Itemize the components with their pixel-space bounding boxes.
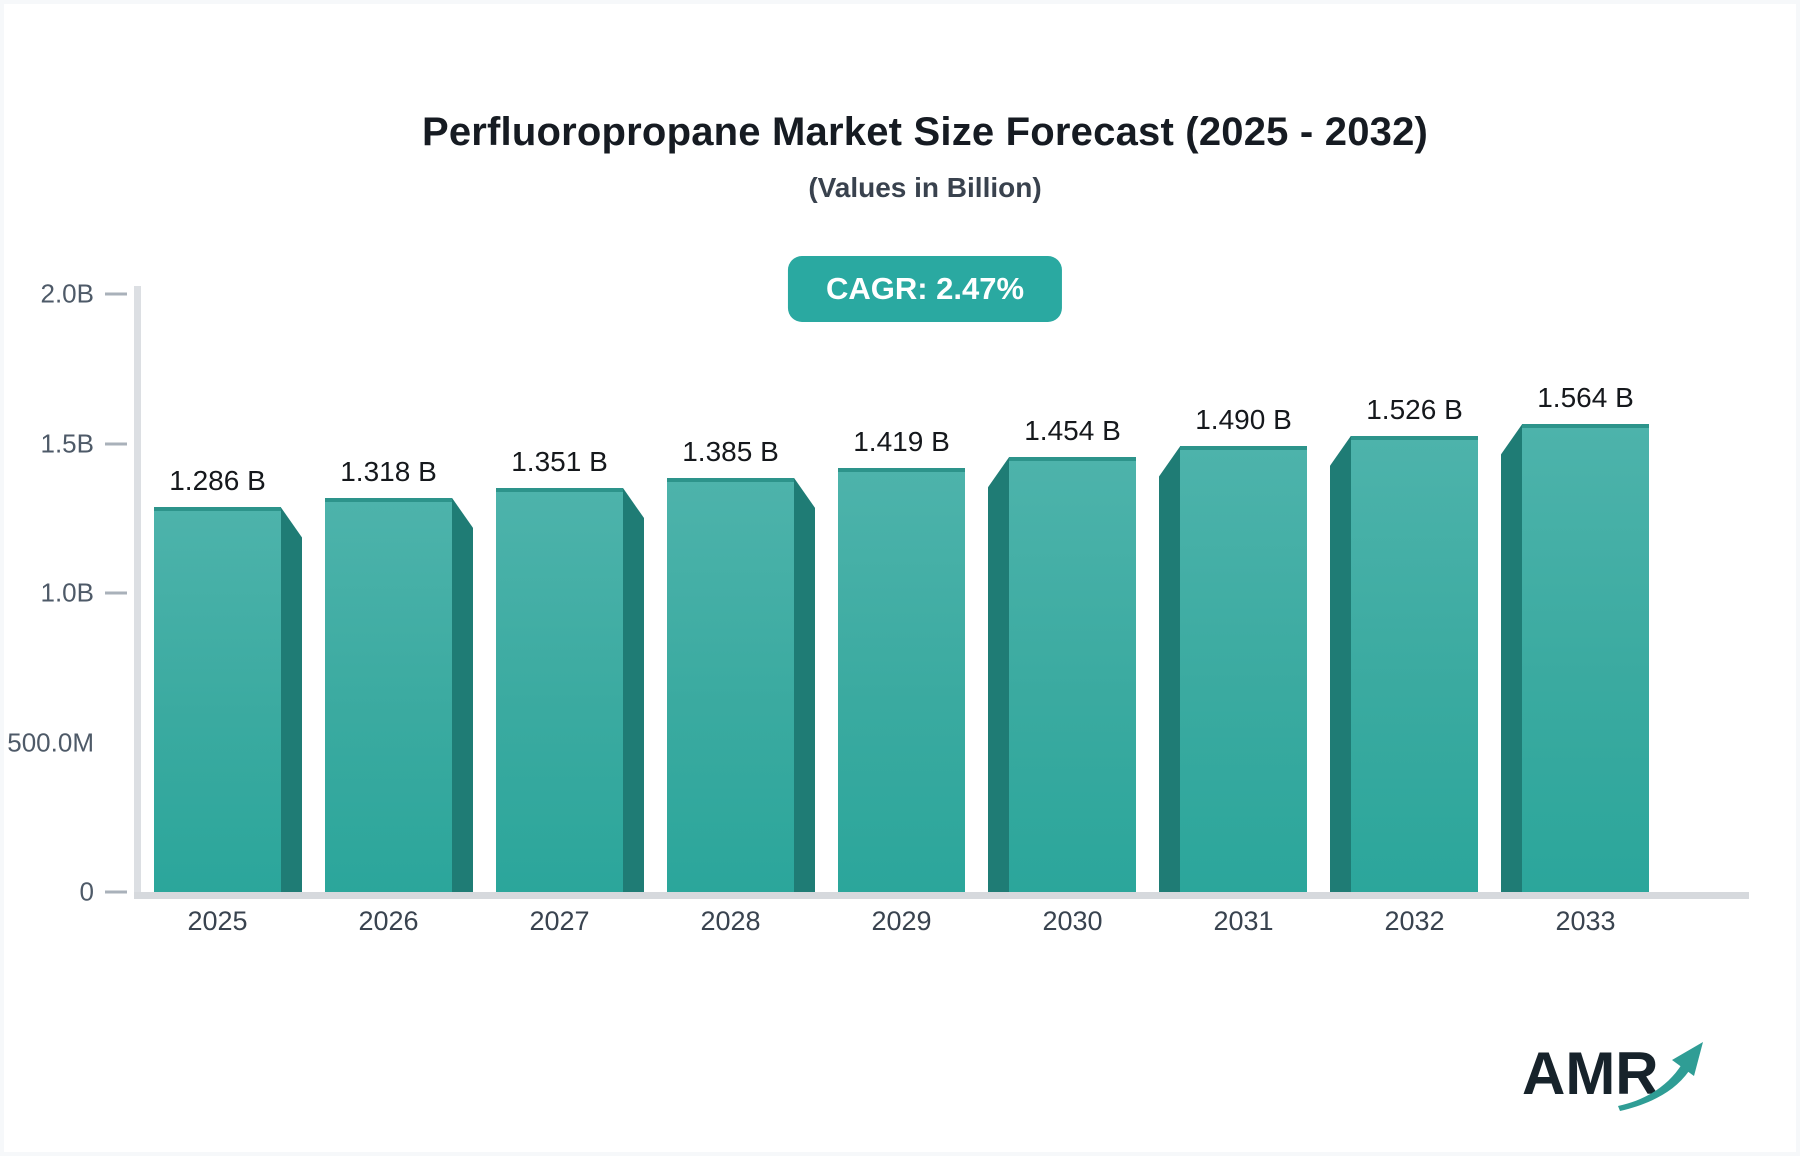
bar-side-face bbox=[988, 457, 1009, 892]
y-axis-tick-mark bbox=[105, 591, 127, 595]
amr-logo: AMR bbox=[1522, 1030, 1722, 1116]
x-axis-category-label: 2026 bbox=[358, 906, 419, 936]
y-axis-tick-label: 1.0B bbox=[40, 577, 95, 608]
bar-side-face bbox=[794, 477, 815, 892]
y-axis-tick-label: 0 bbox=[79, 876, 94, 907]
bar-2033 bbox=[1522, 424, 1649, 892]
x-axis-category-label: 2032 bbox=[1384, 906, 1445, 936]
bar-value-label: 1.419 B bbox=[853, 425, 950, 457]
x-axis-category-label: 2027 bbox=[529, 906, 590, 936]
y-axis-tick-mark bbox=[105, 890, 127, 894]
y-axis-tick-mark bbox=[105, 442, 127, 445]
bar-value-label: 1.318 B bbox=[340, 455, 437, 487]
bar-side-face bbox=[1159, 446, 1180, 892]
bar-value-label: 1.385 B bbox=[682, 435, 779, 467]
amr-logo-text: AMR bbox=[1522, 1040, 1659, 1107]
x-axis-category-label: 2028 bbox=[700, 906, 761, 936]
chart-title: Perfluoropropane Market Size Forecast (2… bbox=[421, 110, 1429, 154]
bar-value-label: 1.454 B bbox=[1024, 415, 1121, 447]
y-axis-tick-mark bbox=[105, 292, 127, 296]
y-axis-tick-label: 500.0M bbox=[7, 727, 94, 757]
cagr-badge: CAGR: 2.47% bbox=[787, 256, 1063, 322]
x-axis-baseline bbox=[134, 892, 1749, 899]
y-axis-tick-label: 2.0B bbox=[40, 278, 95, 309]
growth-arrow-icon bbox=[1618, 1042, 1703, 1111]
x-axis-category-label: 2029 bbox=[871, 906, 932, 936]
bar-2026 bbox=[325, 497, 452, 892]
bar-side-face bbox=[1501, 424, 1522, 892]
bar-value-label: 1.286 B bbox=[169, 465, 266, 497]
x-axis-category-label: 2033 bbox=[1555, 906, 1616, 936]
bar-side-face bbox=[281, 507, 302, 892]
amr-logo-graphic: AMR bbox=[1522, 1040, 1703, 1111]
bar-2025 bbox=[154, 507, 281, 892]
bar-side-face bbox=[452, 497, 473, 892]
x-axis-category-label: 2031 bbox=[1213, 906, 1274, 936]
bar-2028 bbox=[667, 477, 794, 892]
bar-value-label: 1.490 B bbox=[1195, 404, 1292, 436]
chart-subtitle: (Values in Billion) bbox=[808, 172, 1042, 203]
y-axis-line bbox=[134, 286, 141, 899]
x-axis-category-label: 2025 bbox=[187, 906, 248, 936]
bar-2032 bbox=[1351, 435, 1478, 892]
bar-value-label: 1.351 B bbox=[511, 446, 608, 478]
x-axis-category-label: 2030 bbox=[1042, 906, 1103, 936]
bar-side-face bbox=[623, 488, 644, 892]
bar-value-label: 1.564 B bbox=[1537, 382, 1634, 414]
bar-2027 bbox=[496, 488, 623, 892]
bar-2031 bbox=[1180, 446, 1307, 892]
y-axis-tick-label: 1.5B bbox=[40, 428, 95, 458]
bar-side-face bbox=[1330, 435, 1351, 892]
bar-value-label: 1.526 B bbox=[1366, 393, 1463, 425]
bar-2030 bbox=[1009, 457, 1136, 892]
bar-2029 bbox=[838, 467, 965, 892]
